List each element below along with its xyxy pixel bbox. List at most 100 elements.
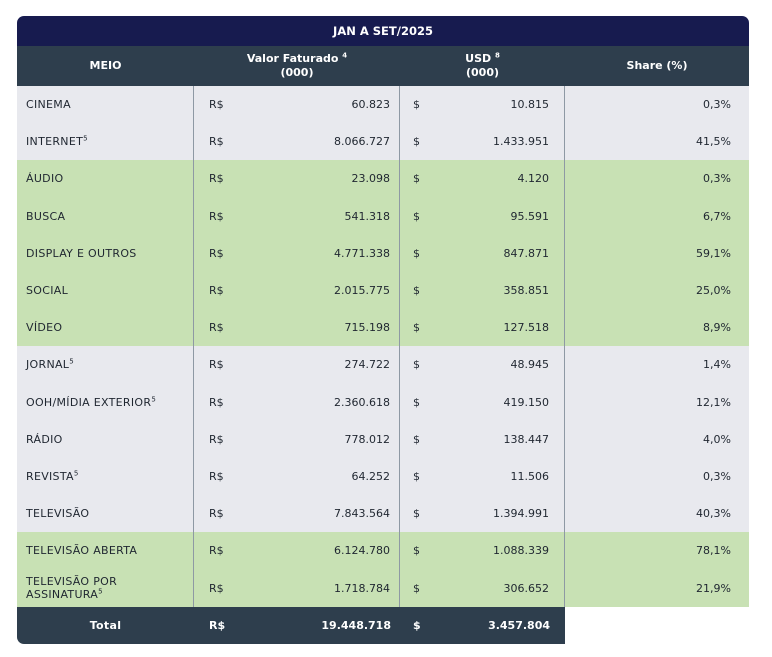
meio-footnote: 5 (98, 587, 103, 596)
valor-value: 274.722 (344, 358, 391, 372)
cell-share: 0,3% (703, 98, 731, 112)
total-usd-cell: $ 3.457.804 (400, 607, 565, 644)
valor-value: 7.843.564 (334, 507, 390, 521)
currency-brl: R$ (209, 284, 224, 298)
cell-valor: R$ 23.098 (194, 160, 400, 198)
total-label: Total (89, 618, 122, 632)
cell-share: 12,1% (696, 395, 731, 409)
meio-label: TELEVISÃO (26, 507, 90, 521)
usd-value: 1.394.991 (493, 507, 549, 521)
total-valor-cell: R$ 19.448.718 (194, 607, 400, 644)
usd-value: 11.506 (510, 469, 550, 483)
usd-value: 10.815 (510, 98, 550, 112)
table-row: BUSCA R$ 541.318 $95.591 6,7% (17, 197, 749, 235)
meio-label: JORNAL (26, 358, 70, 372)
cell-share: 0,3% (703, 469, 731, 483)
usd-value: 127.518 (503, 321, 550, 335)
meio-label: TELEVISÃO POR ASSINATURA (26, 575, 118, 602)
cell-valor: R$ 8.066.727 (194, 123, 400, 161)
meio-label: INTERNET (26, 135, 84, 149)
cell-meio: TELEVISÃO (17, 495, 194, 533)
cell-meio: RÁDIO (17, 420, 194, 458)
cell-valor: R$ 1.718.784 (194, 569, 400, 607)
cell-share: 1,4% (703, 358, 731, 372)
table-row: VÍDEO R$ 715.198 $127.518 8,9% (17, 309, 749, 347)
meio-label: CINEMA (26, 98, 71, 112)
usd-value: 419.150 (503, 395, 550, 409)
currency-usd: $ (413, 544, 420, 558)
meio-label: OOH/MÍDIA EXTERIOR (26, 395, 152, 409)
meio-label: TELEVISÃO ABERTA (26, 544, 138, 558)
meio-label: ÁUDIO (26, 172, 64, 186)
cell-meio: REVISTA5 (17, 457, 194, 496)
cell-meio: DISPLAY E OUTROS (17, 234, 194, 272)
valor-value: 4.771.338 (334, 246, 390, 260)
meio-footnote: 5 (151, 394, 157, 403)
currency-brl: R$ (209, 395, 224, 409)
media-table: JAN A SET/2025 MEIO Valor Faturado 4 (000… (17, 16, 749, 644)
currency-usd: $ (413, 581, 420, 595)
currency-usd: $ (413, 358, 420, 372)
header-valor-sup: 4 (342, 51, 348, 60)
cell-usd: $11.506 (400, 457, 565, 496)
cell-meio: VÍDEO (17, 309, 194, 347)
usd-value: 358.851 (503, 284, 550, 298)
cell-meio: JORNAL5 (17, 346, 194, 384)
cell-usd: $138.447 (400, 420, 565, 458)
header-usd-sup: 8 (494, 51, 500, 60)
header-share: Share (%) (626, 59, 688, 72)
cell-share: 6,7% (703, 209, 731, 223)
usd-value: 138.447 (503, 432, 550, 446)
valor-value: 2.015.775 (334, 284, 390, 298)
currency-usd: $ (413, 172, 420, 186)
currency-usd: $ (413, 432, 420, 446)
cell-meio: ÁUDIO (17, 160, 194, 198)
cell-valor: R$ 715.198 (194, 309, 400, 347)
cell-valor: R$ 2.360.618 (194, 383, 400, 421)
cell-valor: R$ 60.823 (194, 86, 400, 124)
table-row: TELEVISÃO ABERTA R$ 6.124.780 $1.088.339 78,… (17, 532, 749, 570)
cell-share: 40,3% (696, 507, 731, 521)
cell-usd: $95.591 (400, 197, 565, 235)
table-row: DISPLAY E OUTROS R$ 4.771.338 $847.871 59,1% (17, 234, 749, 272)
cell-usd: $127.518 (400, 309, 565, 347)
currency-brl: R$ (209, 432, 224, 446)
table-row: ÁUDIO R$ 23.098 $4.120 0,3% (17, 160, 749, 198)
currency-brl: R$ (209, 358, 224, 372)
usd-value: 48.945 (510, 358, 550, 372)
valor-value: 715.198 (344, 321, 391, 335)
cell-share: 4,0% (703, 432, 731, 446)
total-valor: 19.448.718 (321, 618, 391, 632)
table-row: TELEVISÃO POR ASSINATURA5 R$ 1.718.784 $306… (17, 569, 749, 607)
cell-share: 8,9% (703, 321, 731, 335)
currency-brl: R$ (209, 98, 224, 112)
table-row: JORNAL5 R$ 274.722 $48.945 1,4% (17, 346, 749, 384)
meio-footnote: 5 (73, 469, 79, 478)
cell-meio: TELEVISÃO POR ASSINATURA5 (17, 569, 194, 607)
meio-label: SOCIAL (26, 284, 69, 298)
cell-usd: $10.815 (400, 86, 565, 124)
valor-value: 8.066.727 (334, 135, 390, 149)
usd-value: 1.433.951 (493, 135, 549, 149)
currency-usd: $ (413, 507, 420, 521)
currency-brl: R$ (209, 246, 224, 260)
header-usd-label: USD (465, 52, 492, 65)
valor-value: 541.318 (344, 209, 391, 223)
total-row: Total R$ 19.448.718 $ 3.457.804 (17, 606, 565, 644)
cell-valor: R$ 4.771.338 (194, 234, 400, 272)
currency-usd: $ (413, 98, 420, 112)
header-usd-unit: (000) (465, 66, 500, 79)
cell-share: 21,9% (696, 581, 731, 595)
usd-value: 4.120 (517, 172, 550, 186)
cell-meio: CINEMA (17, 86, 194, 124)
cell-valor: R$ 7.843.564 (194, 495, 400, 533)
cell-meio: BUSCA (17, 197, 194, 235)
currency-brl: R$ (209, 172, 224, 186)
usd-value: 1.088.339 (493, 544, 549, 558)
cell-valor: R$ 541.318 (194, 197, 400, 235)
total-currency-brl: R$ (209, 618, 226, 632)
valor-value: 778.012 (344, 432, 391, 446)
meio-footnote: 5 (69, 357, 74, 366)
currency-usd: $ (413, 395, 420, 409)
cell-meio: OOH/MÍDIA EXTERIOR5 (17, 383, 194, 421)
